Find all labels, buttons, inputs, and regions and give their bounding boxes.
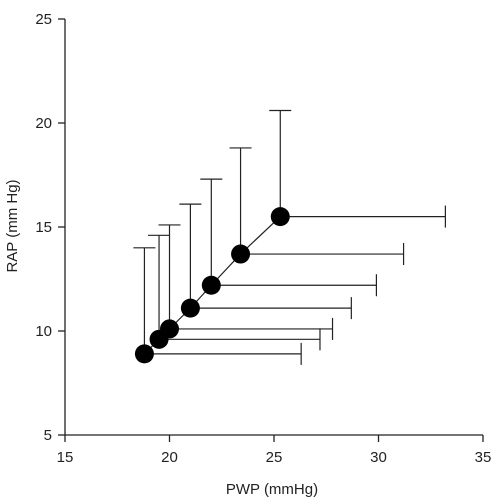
data-point bbox=[201, 275, 221, 295]
data-point bbox=[231, 244, 251, 264]
x-tick-label: 35 bbox=[475, 449, 492, 466]
x-tick-label: 30 bbox=[370, 449, 387, 466]
x-tick-label: 20 bbox=[161, 449, 178, 466]
data-point bbox=[160, 319, 179, 339]
x-axis-title: PWP (mmHg) bbox=[226, 481, 318, 498]
data-point bbox=[134, 344, 154, 364]
y-tick-label: 25 bbox=[35, 11, 52, 28]
y-tick-label: 20 bbox=[35, 115, 52, 132]
y-tick-label: 15 bbox=[35, 219, 52, 236]
data-point bbox=[180, 298, 200, 318]
y-tick-label: 5 bbox=[44, 427, 52, 444]
y-tick-label: 10 bbox=[35, 323, 52, 340]
axes: 15 20 25 30 35 5 10 15 20 25 bbox=[35, 11, 491, 466]
data-point bbox=[270, 207, 290, 227]
data-marks bbox=[133, 109, 446, 365]
y-axis-title: RAP (mm Hg) bbox=[4, 179, 21, 272]
x-tick-label: 25 bbox=[266, 449, 283, 466]
x-tick-label: 15 bbox=[57, 449, 74, 466]
